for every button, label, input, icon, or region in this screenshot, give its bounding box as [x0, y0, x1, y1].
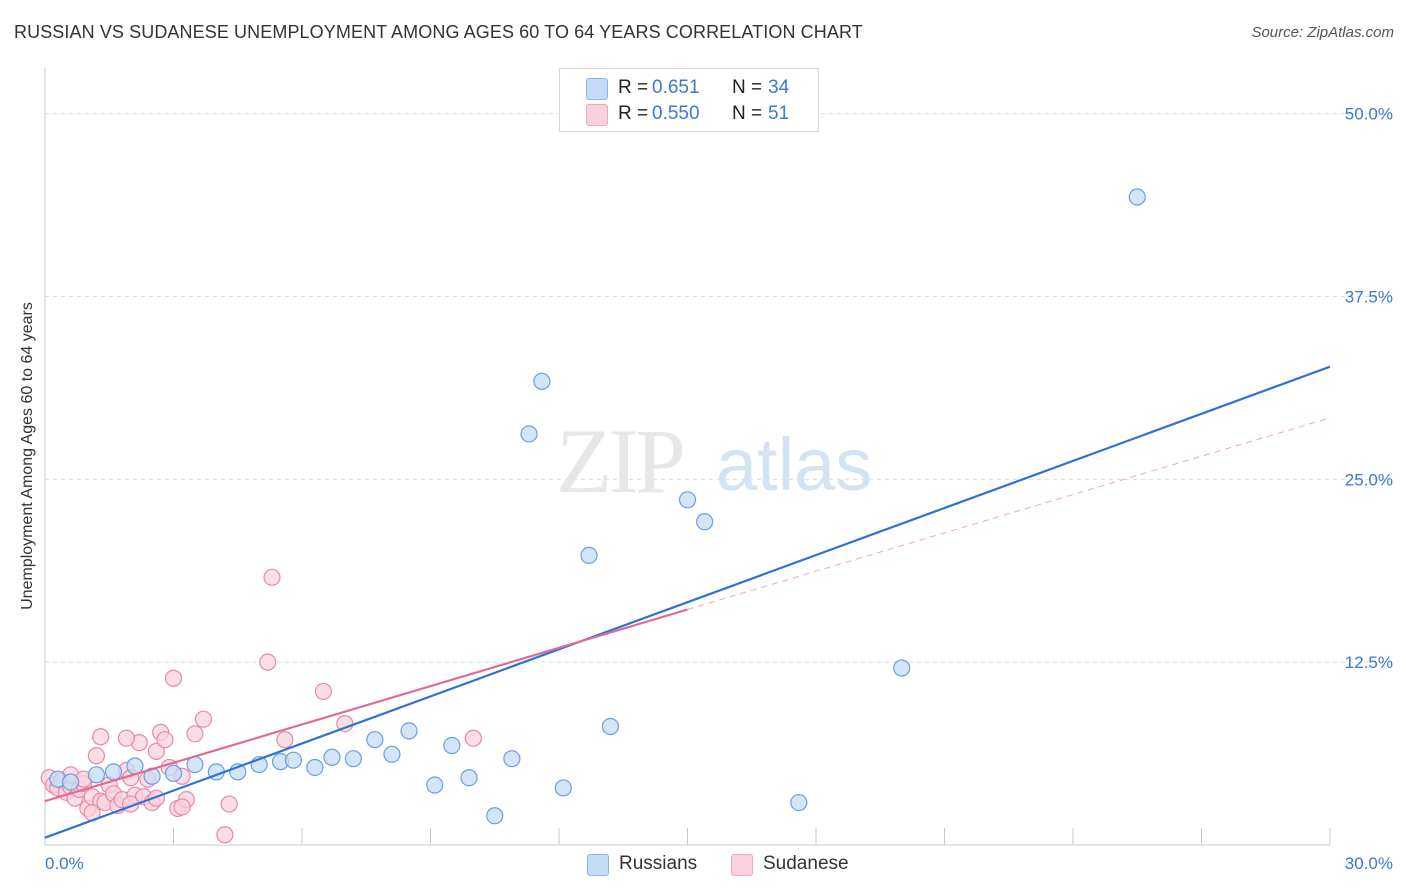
point-sudanese [156, 731, 174, 749]
point-russians [696, 513, 714, 531]
x-tick-label: 0.0% [45, 854, 84, 873]
point-russians [443, 736, 461, 755]
tick-labels: 12.5% 25.0% 37.5% 50.0% 0.0% 30.0% [45, 105, 1393, 873]
trend-extension-sudanese [687, 417, 1331, 610]
trend-line-russians [44, 365, 1331, 839]
point-russians [460, 769, 478, 787]
point-sudanese [216, 826, 234, 844]
bottom-legend-swatch-sudanese [731, 854, 753, 876]
watermark-zip: ZIP [556, 410, 683, 512]
point-russians [580, 546, 598, 564]
point-russians [486, 807, 504, 825]
point-russians [323, 748, 341, 766]
point-sudanese [276, 731, 294, 749]
point-russians [893, 659, 911, 677]
legend-n-value: 34 [768, 77, 790, 98]
bottom-legend-swatch-russians [587, 854, 609, 876]
legend-n-value: 51 [768, 103, 790, 124]
point-sudanese [220, 795, 238, 813]
legend-r-value: 0.550 [652, 103, 700, 124]
legend-n-label: N = [732, 77, 763, 98]
point-russians [284, 751, 303, 769]
y-tick-label: 25.0% [1345, 470, 1393, 489]
point-russians [366, 731, 384, 749]
point-russians [790, 793, 808, 812]
chart-title: RUSSIAN VS SUDANESE UNEMPLOYMENT AMONG A… [14, 22, 863, 42]
y-tick-label: 50.0% [1345, 105, 1393, 124]
y-tick-label: 37.5% [1345, 287, 1393, 306]
point-russians [426, 776, 444, 794]
point-russians [104, 763, 123, 781]
point-russians [344, 750, 362, 768]
bottom-legend-label-sudanese: Sudanese [763, 853, 849, 874]
bottom-legend-label-russians: Russians [619, 853, 698, 874]
point-russians [383, 745, 401, 763]
point-russians [678, 491, 697, 509]
point-russians [601, 717, 620, 736]
trend-line-sudanese [44, 608, 688, 803]
point-sudanese [263, 568, 281, 586]
legend-swatch-russians [586, 78, 608, 100]
legend-r-label: R = [618, 103, 649, 124]
legend-n-label: N = [732, 103, 763, 124]
axes [44, 68, 1331, 846]
point-sudanese [314, 682, 333, 701]
data-points [40, 188, 1146, 844]
watermark-atlas: atlas [716, 423, 872, 506]
x-tick-label: 30.0% [1345, 854, 1393, 873]
point-sudanese [464, 729, 482, 747]
watermark: ZIP atlas [556, 410, 872, 512]
point-sudanese [164, 669, 183, 687]
y-tick-label: 12.5% [1345, 653, 1393, 672]
correlation-legend: R = 0.651 N = 34 R = 0.550 N = 51 [559, 68, 819, 132]
point-sudanese [87, 747, 106, 765]
legend-r-value: 0.651 [652, 77, 700, 98]
point-russians [164, 764, 183, 782]
point-sudanese [117, 729, 135, 747]
point-sudanese [186, 725, 204, 743]
point-sudanese [259, 653, 277, 671]
point-sudanese [147, 742, 165, 760]
legend-swatch-sudanese [586, 104, 608, 126]
point-sudanese [194, 710, 213, 728]
point-sudanese [336, 714, 354, 733]
point-russians [520, 425, 538, 443]
point-russians [306, 758, 324, 777]
legend-r-label: R = [618, 77, 649, 98]
point-russians [1128, 188, 1146, 206]
gridlines [45, 113, 1392, 663]
point-russians [533, 372, 551, 390]
point-russians [554, 779, 572, 797]
point-russians [400, 722, 418, 740]
point-russians [62, 773, 80, 791]
point-sudanese [147, 789, 165, 807]
point-russians [87, 766, 106, 784]
point-sudanese [92, 728, 110, 746]
point-russians [503, 750, 521, 768]
point-sudanese [173, 798, 191, 816]
source-label: Source: ZipAtlas.com [1251, 24, 1394, 41]
trend-lines [44, 365, 1331, 839]
